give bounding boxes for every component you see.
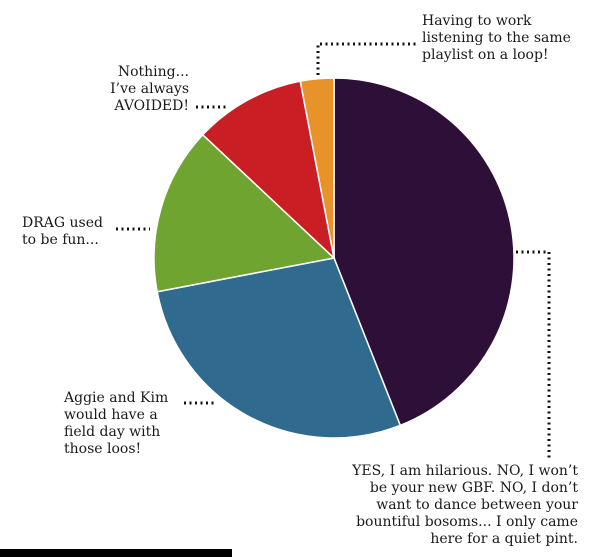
label-playlist: Having to work listening to the same pla… (422, 13, 571, 63)
slice-nothing (201, 80, 336, 261)
pie-slices (153, 77, 515, 439)
slice-drag (153, 133, 336, 293)
leader-line-yes (516, 250, 551, 460)
bottom-bar (0, 549, 232, 557)
label-nothing: Nothing... I’ve always AVOIDED! (110, 64, 189, 114)
slice-aggie (156, 257, 402, 439)
slice-yes (333, 77, 515, 427)
label-aggie: Aggie and Kim would have a field day wit… (64, 390, 169, 457)
leader-line-playlist (316, 42, 418, 75)
label-yes: YES, I am hilarious. NO, I won’t be your… (352, 463, 578, 547)
label-drag: DRAG used to be fun... (22, 215, 103, 248)
slice-playlist (299, 77, 335, 259)
leader-lines (116, 42, 551, 460)
